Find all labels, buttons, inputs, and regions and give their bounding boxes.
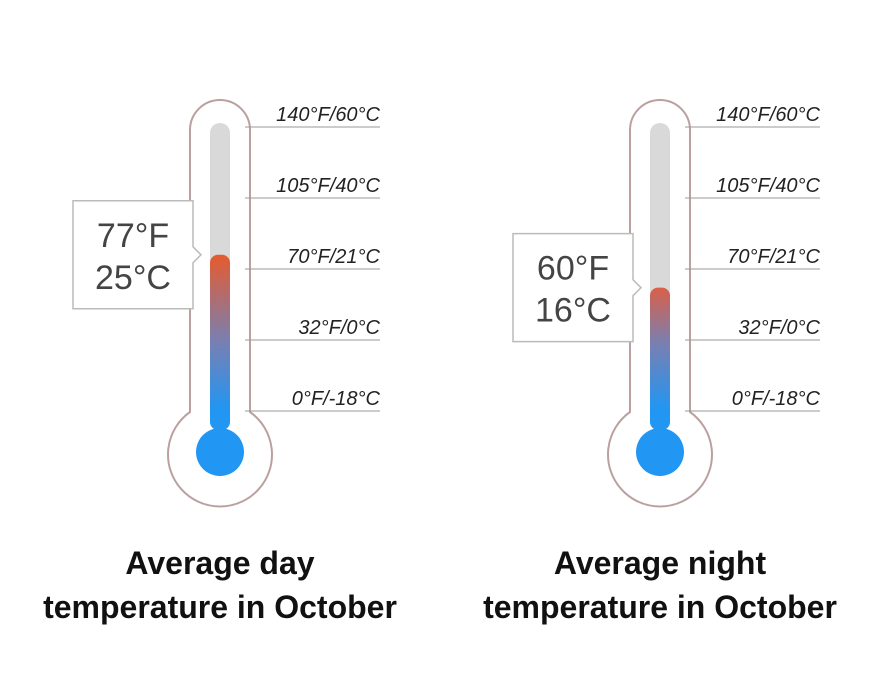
value-label: 60°F [537, 250, 609, 288]
bulb [196, 428, 244, 476]
tick-label: 0°F/-18°C [732, 388, 821, 410]
tick-label: 32°F/0°C [738, 317, 820, 339]
value-label: 77°F [97, 217, 169, 255]
tick-label: 105°F/40°C [276, 175, 380, 197]
tick-label: 140°F/60°C [276, 104, 380, 126]
value-label: 16°C [535, 292, 611, 330]
mercury [210, 254, 230, 430]
tick-label: 140°F/60°C [716, 104, 820, 126]
value-callout [72, 200, 203, 310]
value-callout [512, 232, 643, 343]
tick-label: 70°F/21°C [287, 246, 380, 268]
value-label: 25°C [95, 259, 171, 297]
mercury [650, 287, 670, 430]
title: Average night [554, 545, 767, 581]
title: temperature in October [43, 589, 397, 625]
tick-label: 105°F/40°C [716, 175, 820, 197]
tick-label: 70°F/21°C [727, 246, 820, 268]
title: temperature in October [483, 589, 837, 625]
tick-label: 0°F/-18°C [292, 388, 381, 410]
bulb [636, 428, 684, 476]
title: Average day [125, 545, 314, 581]
tick-label: 32°F/0°C [298, 317, 380, 339]
